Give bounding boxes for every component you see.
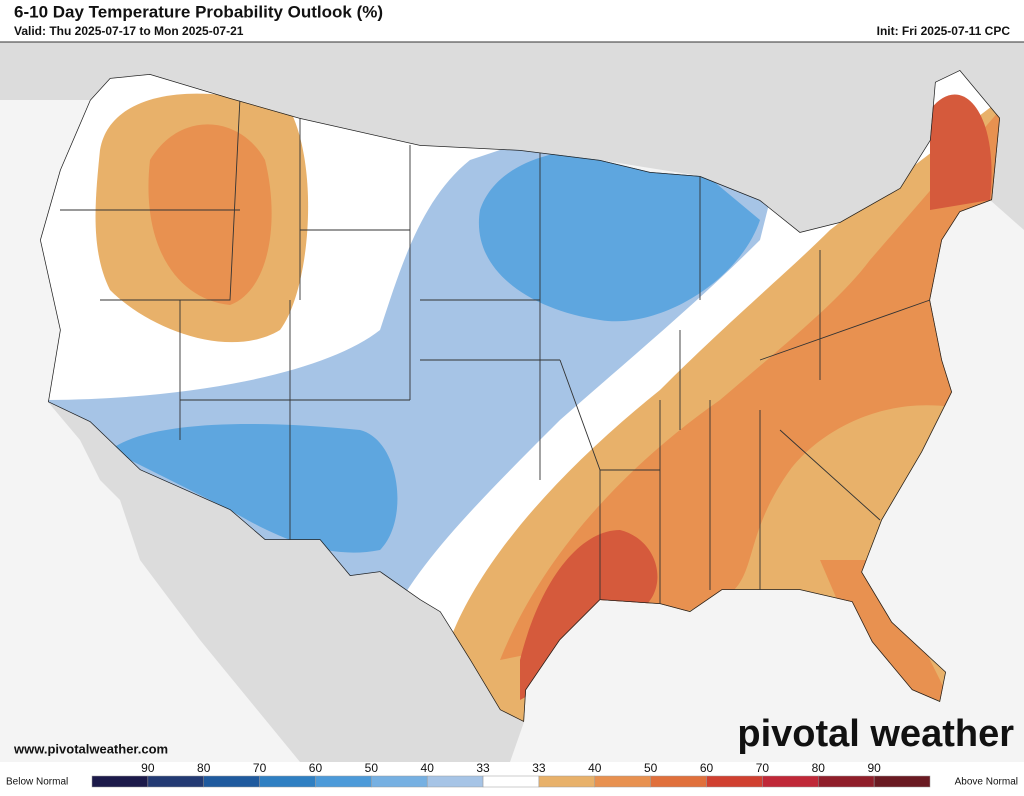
legend-swatch <box>650 775 707 788</box>
blue-40 <box>478 149 760 322</box>
legend-tick-label: 90 <box>867 761 881 775</box>
state-lines <box>60 97 931 604</box>
legend-swatch <box>818 775 875 788</box>
canada <box>0 42 1024 240</box>
legend-swatch <box>538 775 596 788</box>
orange-40-east <box>500 110 1000 660</box>
orange-40-fl <box>820 560 950 700</box>
legend-tick-label: 60 <box>309 761 323 775</box>
legend-tick-label: 33 <box>532 761 546 775</box>
legend-tick-label: 90 <box>141 761 155 775</box>
orange-50-ne <box>930 94 992 210</box>
legend-swatch <box>91 775 149 788</box>
legend-swatch <box>762 775 819 788</box>
legend: Below Normal Above Normal 90 80 70 60 50 40 33… <box>6 761 1018 787</box>
above-normal-label: Above Normal <box>955 777 1018 788</box>
legend-tick-label: 33 <box>476 761 490 775</box>
legend-swatch <box>259 775 316 788</box>
init-time: Init: Fri 2025-07-11 CPC <box>877 24 1011 38</box>
logo: pivotal weather <box>737 713 1014 755</box>
legend-swatch <box>315 775 372 788</box>
legend-swatch <box>371 775 428 788</box>
legend-swatch <box>706 775 763 788</box>
legend-swatch <box>147 775 204 788</box>
legend-tick-label: 70 <box>756 761 770 775</box>
orange-40-nw <box>148 124 272 305</box>
legend-tick-label: 80 <box>197 761 211 775</box>
legend-tick-label: 40 <box>588 761 602 775</box>
title: 6-10 Day Temperature Probability Outlook… <box>14 2 383 21</box>
mexico <box>48 402 524 762</box>
website: www.pivotalweather.com <box>13 741 168 756</box>
blue-40-sw <box>110 424 398 553</box>
legend-swatch <box>203 775 260 788</box>
below-normal-label: Below Normal <box>6 777 68 788</box>
legend-swatch <box>873 775 931 788</box>
legend-tick-label: 50 <box>365 761 379 775</box>
valid-time: Valid: Thu 2025-07-17 to Mon 2025-07-21 <box>14 24 244 38</box>
legend-tick-label: 70 <box>253 761 267 775</box>
legend-swatch <box>482 775 540 788</box>
legend-swatch <box>594 775 651 788</box>
legend-tick-label: 50 <box>644 761 658 775</box>
legend-swatch <box>426 775 484 788</box>
us-border <box>40 70 1000 722</box>
legend-tick-label: 60 <box>700 761 714 775</box>
legend-tick-label: 40 <box>421 761 435 775</box>
legend-tick-label: 80 <box>812 761 826 775</box>
